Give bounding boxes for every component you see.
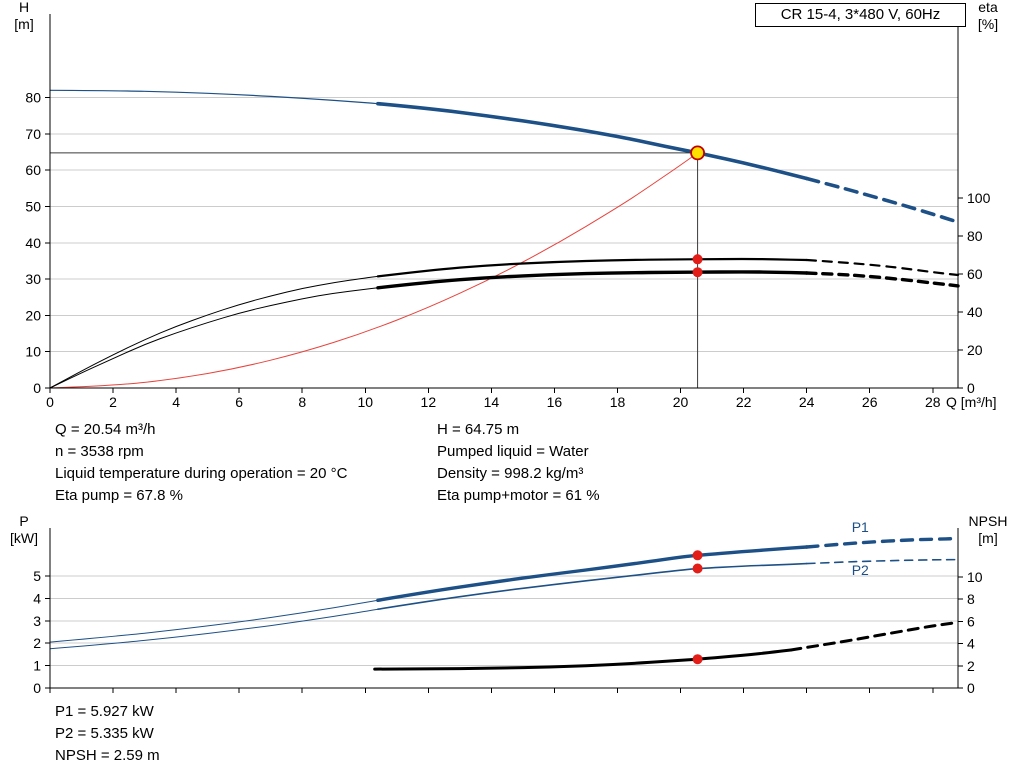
head-curve	[376, 101, 809, 181]
tick-label: 4	[967, 636, 975, 652]
pumped-liquid-value: Pumped liquid = Water	[437, 443, 589, 460]
tick-label: 10	[357, 394, 373, 410]
flow-value: Q = 20.54 m³/h	[55, 421, 156, 438]
tick-label: 4	[33, 590, 41, 606]
tick-label: 14	[484, 394, 500, 410]
p2-curve	[377, 562, 808, 610]
tick-label: 2	[33, 635, 41, 651]
y-left-axis-title: P	[19, 513, 28, 529]
npsh-duty-dot	[692, 654, 703, 665]
tick-label: 0	[33, 380, 41, 396]
npsh-value: NPSH = 2.59 m	[55, 747, 160, 764]
eta-pump-motor-extrapolated	[805, 271, 960, 288]
y-right-axis-title: NPSH	[969, 513, 1008, 529]
y-right-axis-title: [%]	[978, 16, 998, 32]
eta-pump-value: Eta pump = 67.8 %	[55, 487, 183, 504]
p1-extrapolated	[805, 536, 960, 549]
y-left-axis-title: H	[19, 0, 29, 15]
eta-pump-duty-dot	[692, 254, 703, 265]
tick-label: 5	[33, 568, 41, 584]
tick-label: 26	[862, 394, 878, 410]
y-right-axis-title: [m]	[978, 530, 997, 546]
tick-label: 100	[967, 190, 991, 206]
y-left-axis-title: [m]	[14, 16, 33, 32]
tick-label: 6	[235, 394, 243, 410]
tick-label: 24	[799, 394, 815, 410]
eta-pump-curve	[376, 257, 808, 278]
y-right-axis-title: eta	[978, 0, 998, 15]
power-npsh-chart: 0 1 2 3 4 5 0 2 4 6 8 10 P[kW] NPSH[m] P1 P2	[10, 513, 1008, 696]
head-curve-low-flow	[49, 89, 379, 105]
head-value: H = 64.75 m	[437, 421, 520, 438]
tick-label: 16	[547, 394, 563, 410]
p2-duty-dot	[692, 563, 703, 574]
tick-label: 6	[967, 613, 975, 629]
tick-label: 20	[25, 307, 41, 323]
tick-label: 50	[25, 198, 41, 214]
p2-low-flow	[49, 608, 379, 650]
tick-label: 22	[736, 394, 752, 410]
eta-pump-motor-value: Eta pump+motor = 61 %	[437, 487, 600, 504]
tick-label: 30	[25, 271, 41, 287]
tick-label: 40	[967, 304, 983, 320]
eta-pump-motor-low-flow	[49, 287, 379, 389]
p2-value: P2 = 5.335 kW	[55, 725, 154, 742]
density-value: Density = 998.2 kg/m³	[437, 465, 584, 482]
npsh-extrapolated	[789, 620, 960, 652]
tick-label: 12	[421, 394, 437, 410]
p1-low-flow	[49, 599, 379, 643]
pump-variant-label: CR 15-4, 3*480 V, 60Hz	[755, 3, 966, 27]
speed-value: n = 3538 rpm	[55, 443, 144, 460]
head-curve-extrapolated	[804, 176, 960, 224]
tick-label: 60	[25, 162, 41, 178]
tick-label: 3	[33, 613, 41, 629]
eta-pump-extrapolated	[805, 258, 960, 277]
tick-label: 80	[967, 228, 983, 244]
duty-info-right-column: H = 64.75 m Pumped liquid = Water Densit…	[437, 419, 600, 507]
tick-label: 8	[967, 591, 975, 607]
series-label: P2	[852, 562, 869, 578]
tick-label: 10	[967, 569, 983, 585]
tick-label: 28	[925, 394, 941, 410]
system-curve	[49, 152, 699, 389]
tick-label: 2	[967, 658, 975, 674]
npsh-curve	[373, 648, 793, 671]
tick-label: 0	[967, 380, 975, 396]
duty-point-marker	[690, 145, 705, 161]
tick-label: 20	[967, 342, 983, 358]
tick-label: 0	[33, 680, 41, 696]
tick-label: 18	[610, 394, 626, 410]
tick-label: 10	[25, 344, 41, 360]
liquid-temperature-value: Liquid temperature during operation = 20…	[55, 465, 348, 482]
x-axis-title: Q [m³/h]	[946, 394, 997, 410]
eta-pump-motor-curve	[376, 270, 809, 290]
tick-label: 40	[25, 235, 41, 251]
tick-label: 2	[109, 394, 117, 410]
eta-pump-motor-duty-dot	[692, 267, 703, 278]
tick-label: 4	[172, 394, 180, 410]
duty-info-left-column: Q = 20.54 m³/h n = 3538 rpm Liquid tempe…	[55, 419, 347, 507]
p1-curve	[376, 545, 809, 602]
tick-label: 8	[298, 394, 306, 410]
tick-label: 80	[25, 90, 41, 106]
power-npsh-info-column: P1 = 5.927 kW P2 = 5.335 kW NPSH = 2.59 …	[55, 701, 160, 767]
tick-label: 20	[673, 394, 689, 410]
tick-label: 1	[33, 658, 41, 674]
p1-duty-dot	[692, 550, 703, 561]
eta-pump-low-flow	[49, 275, 379, 389]
tick-label: 0	[46, 394, 54, 410]
p1-value: P1 = 5.927 kW	[55, 703, 154, 720]
tick-label: 0	[967, 680, 975, 696]
p2-extrapolated	[805, 558, 959, 565]
series-label: P1	[852, 519, 869, 535]
y-left-axis-title: [kW]	[10, 530, 38, 546]
tick-label: 60	[967, 266, 983, 282]
tick-label: 70	[25, 126, 41, 142]
